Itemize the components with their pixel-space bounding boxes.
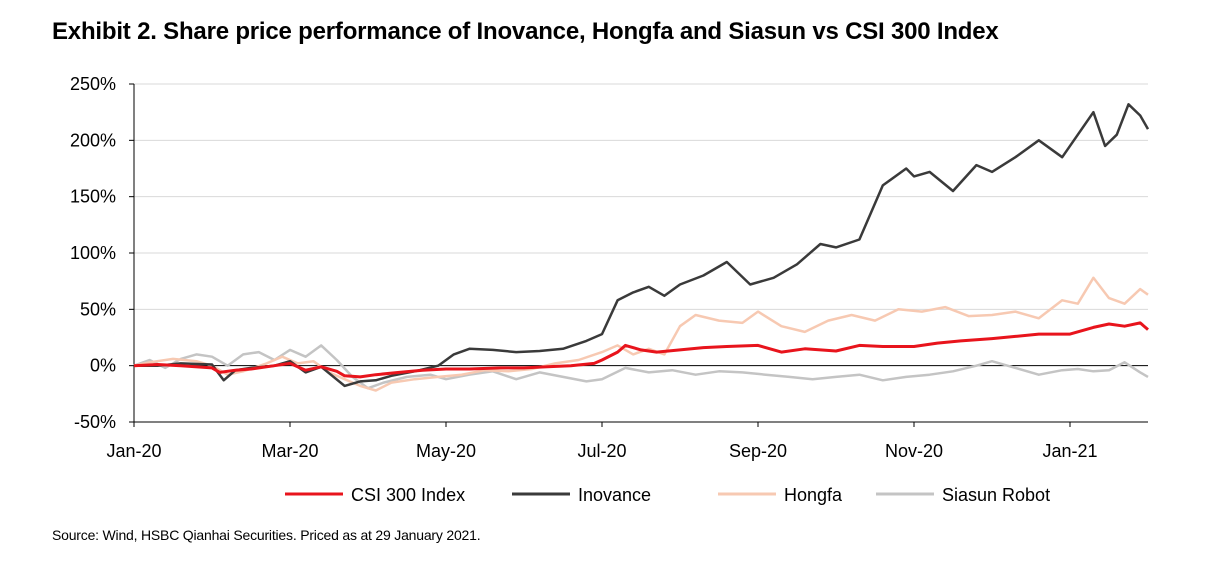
inovance-line [134,103,1150,388]
y-tick-label: 200% [70,130,116,150]
x-tick-label: Mar-20 [261,441,318,461]
legend: CSI 300 Index Inovance Hongfa Siasun Robot [285,485,1050,505]
x-tick-label: May-20 [416,441,476,461]
y-tick-label: 0% [90,356,116,376]
x-tick-label: Sep-20 [729,441,787,461]
siasun-robot-line [133,344,1149,390]
y-tick-label: 100% [70,243,116,263]
x-tick-label: Jul-20 [577,441,626,461]
y-tick-label: 250% [70,74,116,94]
chart-title: Exhibit 2. Share price performance of In… [52,18,999,45]
y-tick-label: 150% [70,187,116,207]
x-tick-label: Nov-20 [885,441,943,461]
hongfa-line [133,276,1149,392]
legend-label-siasun-robot: Siasun Robot [942,485,1050,505]
y-axis: -50% 0% 50% 100% 150% 200% 250% [70,74,135,432]
csi-300-index-line [133,321,1149,379]
series-lines [133,103,1150,392]
x-tick-label: Jan-20 [106,441,161,461]
legend-label-hongfa: Hongfa [784,485,843,505]
legend-label-inovance: Inovance [578,485,651,505]
legend-label-csi-300-index: CSI 300 Index [351,485,465,505]
y-tick-label: -50% [74,412,116,432]
y-tick-label: 50% [80,299,116,319]
source-note: Source: Wind, HSBC Qianhai Securities. P… [52,527,481,543]
x-axis: Jan-20 Mar-20 May-20 Jul-20 Sep-20 Nov-20 Jan-… [106,365,1148,461]
x-tick-label: Jan-21 [1042,441,1097,461]
